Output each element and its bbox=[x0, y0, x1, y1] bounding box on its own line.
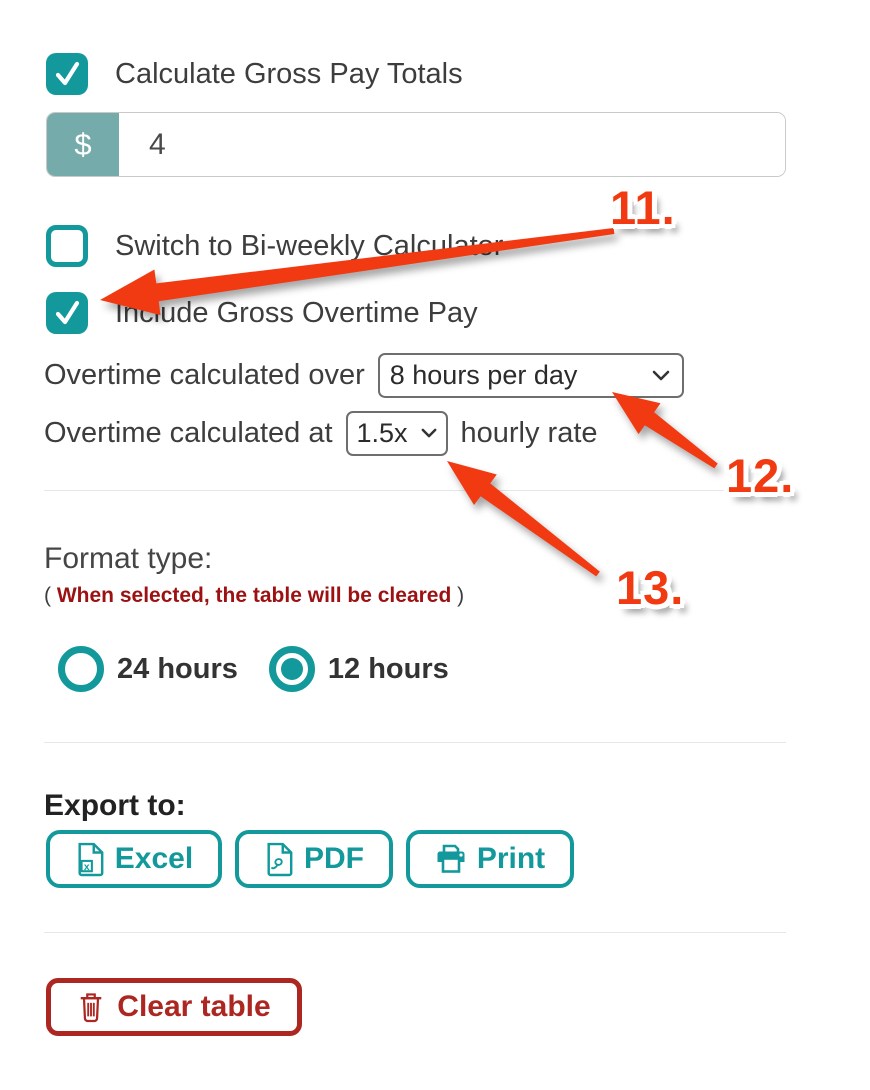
chevron-down-icon bbox=[421, 428, 436, 438]
export-pdf-button[interactable]: PDF bbox=[235, 830, 393, 888]
export-excel-button[interactable]: x Excel bbox=[46, 830, 222, 888]
overtime-at-suffix: hourly rate bbox=[460, 416, 598, 449]
printer-icon bbox=[437, 844, 465, 873]
overtime-at-row: Overtime calculated at 1.5x hourly rate bbox=[44, 410, 598, 456]
radio-24-hours[interactable] bbox=[58, 646, 104, 692]
hourly-rate-input[interactable] bbox=[119, 113, 785, 176]
clear-table-button[interactable]: Clear table bbox=[46, 978, 302, 1036]
divider bbox=[44, 932, 786, 933]
time-format-radio-group: 24 hours 12 hours bbox=[58, 645, 449, 693]
overtime-rate-select[interactable]: 1.5x bbox=[345, 410, 448, 456]
export-print-button[interactable]: Print bbox=[406, 830, 574, 888]
export-print-label: Print bbox=[476, 842, 546, 875]
annotation-number-11: 11. bbox=[610, 181, 676, 234]
check-icon bbox=[55, 300, 80, 325]
divider bbox=[44, 742, 786, 743]
note-paren-open: ( bbox=[44, 584, 51, 607]
biweekly-row: Switch to Bi-weekly Calculator bbox=[46, 224, 503, 268]
clear-table-label: Clear table bbox=[117, 990, 271, 1023]
check-icon bbox=[55, 61, 80, 86]
format-type-note: ( When selected, the table will be clear… bbox=[44, 584, 464, 608]
radio-24-hours-label: 24 hours bbox=[117, 652, 238, 685]
pdf-file-icon bbox=[267, 842, 293, 876]
svg-text:x: x bbox=[84, 861, 90, 872]
hourly-rate-input-group: $ bbox=[46, 112, 786, 177]
overtime-checkbox[interactable] bbox=[46, 292, 88, 334]
overtime-rate-selected-value: 1.5x bbox=[356, 417, 408, 448]
chevron-down-icon bbox=[652, 370, 670, 380]
annotation-number-13: 13. bbox=[616, 561, 685, 614]
dollar-prefix: $ bbox=[47, 113, 119, 176]
gross-pay-row: Calculate Gross Pay Totals bbox=[46, 52, 463, 96]
note-paren-close: ) bbox=[457, 584, 465, 607]
overtime-at-label: Overtime calculated at bbox=[44, 416, 333, 449]
export-buttons-row: x Excel PDF Print bbox=[46, 830, 574, 888]
divider bbox=[44, 490, 786, 491]
biweekly-checkbox[interactable] bbox=[46, 225, 88, 267]
trash-icon bbox=[81, 992, 102, 1022]
overtime-over-select[interactable]: 8 hours per day bbox=[377, 352, 684, 398]
overtime-over-selected-value: 8 hours per day bbox=[389, 359, 578, 390]
export-pdf-label: PDF bbox=[304, 842, 364, 875]
overtime-label: Include Gross Overtime Pay bbox=[115, 296, 478, 329]
overtime-over-label: Overtime calculated over bbox=[44, 358, 365, 391]
overtime-row: Include Gross Overtime Pay bbox=[46, 291, 478, 335]
gross-pay-checkbox[interactable] bbox=[46, 53, 88, 95]
radio-12-hours-label: 12 hours bbox=[327, 652, 449, 685]
excel-file-icon: x bbox=[78, 842, 104, 876]
radio-dot bbox=[70, 658, 92, 680]
export-title: Export to: bbox=[44, 789, 186, 822]
radio-dot bbox=[280, 658, 303, 680]
format-type-title: Format type: bbox=[44, 542, 213, 575]
annotation-number-12: 12. bbox=[726, 449, 795, 502]
gross-pay-label: Calculate Gross Pay Totals bbox=[115, 57, 463, 90]
radio-12-hours[interactable] bbox=[268, 646, 315, 692]
biweekly-label: Switch to Bi-weekly Calculator bbox=[115, 229, 504, 262]
note-warning-text: When selected, the table will be cleared bbox=[56, 584, 452, 607]
overtime-over-row: Overtime calculated over 8 hours per day bbox=[44, 352, 684, 398]
export-excel-label: Excel bbox=[114, 842, 194, 875]
